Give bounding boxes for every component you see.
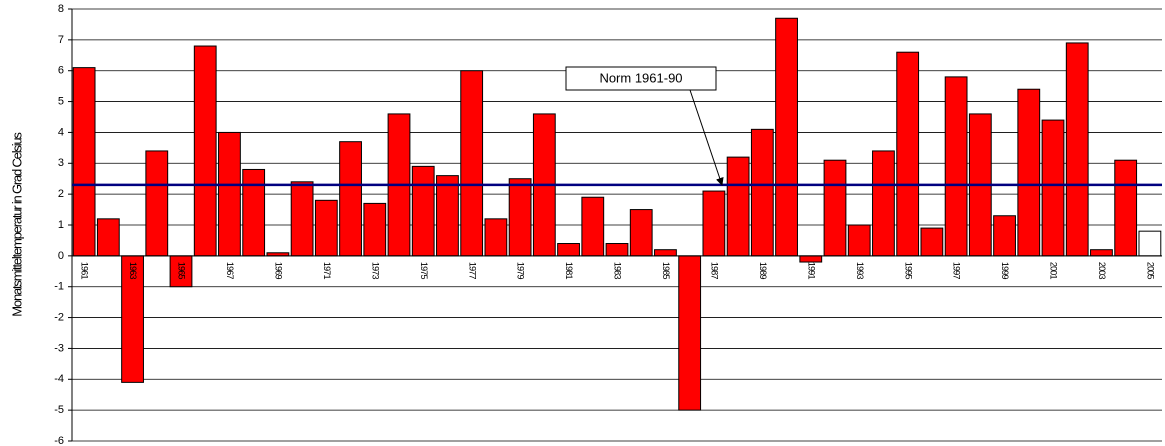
y-tick-label: -5 — [54, 404, 64, 416]
y-tick-label: -2 — [54, 311, 64, 323]
bar — [581, 196, 605, 257]
bar — [436, 175, 459, 257]
annotation-box — [565, 66, 717, 91]
bar — [508, 178, 532, 257]
x-tick-label: 1987 — [710, 262, 720, 280]
bar — [750, 128, 774, 257]
y-tick-label: -1 — [54, 281, 64, 293]
bar — [290, 181, 314, 257]
y-tick-label: -3 — [54, 342, 64, 354]
bar — [920, 227, 944, 257]
x-tick-label: 1979 — [516, 262, 526, 280]
x-tick-label: 1977 — [467, 262, 477, 280]
x-tick-label: 1997 — [952, 262, 962, 280]
bar — [678, 255, 702, 411]
annotation-label: Norm 1961-90 — [599, 70, 682, 85]
x-tick-label: 2005 — [1146, 262, 1156, 280]
x-tick-label: 1995 — [903, 262, 913, 280]
bar — [605, 243, 629, 257]
x-tick-label: 1993 — [855, 262, 865, 280]
bar — [702, 190, 726, 257]
y-tick-label: 0 — [58, 250, 64, 262]
bar — [484, 218, 508, 257]
bar — [993, 215, 1016, 257]
x-tick-label: 1975 — [419, 262, 429, 280]
bar — [193, 45, 217, 257]
x-tick-label: 1961 — [80, 262, 90, 280]
bar — [896, 51, 920, 257]
bar — [96, 218, 120, 257]
x-tick-label: 1989 — [758, 262, 768, 280]
x-tick-label: 1971 — [322, 262, 332, 280]
y-axis-label: Monatsmitteltemperatur in Grad Celsius — [9, 132, 24, 317]
x-tick-label: 1967 — [225, 262, 235, 280]
y-tick-label: 7 — [58, 34, 64, 46]
bar — [557, 243, 580, 257]
bar — [242, 168, 266, 257]
y-tick-label: 4 — [58, 126, 64, 138]
bar — [1041, 119, 1065, 257]
x-tick-label: 1973 — [370, 262, 380, 280]
bar — [1138, 230, 1162, 257]
bar — [847, 224, 871, 257]
bar — [339, 141, 362, 257]
bar — [944, 76, 968, 257]
annotation-arrow — [689, 89, 724, 186]
y-tick-label: -4 — [54, 373, 64, 385]
y-tick-label: -6 — [54, 435, 64, 446]
x-tick-label: 1963 — [128, 262, 138, 280]
bar — [726, 156, 750, 257]
bar — [1017, 88, 1041, 257]
bar — [629, 209, 653, 257]
x-tick-label: 1981 — [564, 262, 574, 280]
y-tick-label: 3 — [58, 157, 64, 169]
y-tick-label: 6 — [58, 65, 64, 77]
bar — [775, 17, 798, 257]
bar — [218, 131, 241, 257]
y-tick-label: 5 — [58, 95, 64, 107]
bar — [72, 67, 96, 257]
bar — [872, 150, 895, 257]
y-tick-label: 8 — [58, 3, 64, 15]
bar — [1090, 249, 1113, 257]
bar — [823, 159, 847, 257]
bar — [145, 150, 169, 257]
bar — [460, 70, 484, 257]
bar — [363, 202, 387, 257]
y-tick-label: 2 — [58, 188, 64, 200]
x-tick-label: 1999 — [1000, 262, 1010, 280]
bar — [411, 165, 435, 257]
bar — [314, 199, 338, 257]
x-tick-label: 1983 — [613, 262, 623, 280]
x-tick-label: 2003 — [1097, 262, 1107, 280]
x-tick-label: 1965 — [177, 262, 187, 280]
x-tick-label: 1969 — [274, 262, 284, 280]
y-tick-label: 1 — [58, 219, 64, 231]
bar — [1114, 159, 1138, 257]
bar — [654, 249, 677, 257]
x-tick-label: 1985 — [661, 262, 671, 280]
bar — [1065, 42, 1089, 257]
x-tick-label: 2001 — [1049, 262, 1059, 280]
x-tick-label: 1991 — [806, 262, 816, 280]
